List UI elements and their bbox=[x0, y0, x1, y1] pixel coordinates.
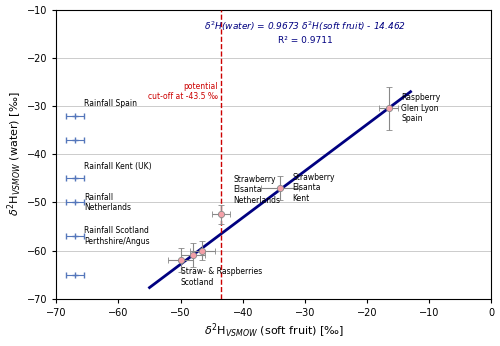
Text: Raspberry
Glen Lyon
Spain: Raspberry Glen Lyon Spain bbox=[402, 93, 440, 123]
Text: Strawberry
Elsanta
Netherlands: Strawberry Elsanta Netherlands bbox=[234, 175, 280, 205]
Text: Rainfall Scotland
Perthshire/Angus: Rainfall Scotland Perthshire/Angus bbox=[84, 227, 150, 246]
Text: Straw- & Raspberries
Scotland: Straw- & Raspberries Scotland bbox=[180, 267, 262, 287]
Text: Rainfall Spain: Rainfall Spain bbox=[84, 99, 137, 108]
Text: Strawberry
Elsanta
Kent: Strawberry Elsanta Kent bbox=[292, 173, 335, 203]
Text: $\delta^2$H(water) = 0.9673 $\delta^2$H(soft fruit) - 14.462: $\delta^2$H(water) = 0.9673 $\delta^2$H(… bbox=[204, 20, 406, 33]
Text: potential
cut-off at -43.5 ‰: potential cut-off at -43.5 ‰ bbox=[148, 82, 218, 101]
Text: R² = 0.9711: R² = 0.9711 bbox=[278, 36, 332, 45]
Text: Rainfall
Netherlands: Rainfall Netherlands bbox=[84, 193, 131, 212]
X-axis label: $\delta^2$H$_{VSMOW}$ (soft fruit) [‰]: $\delta^2$H$_{VSMOW}$ (soft fruit) [‰] bbox=[204, 322, 344, 340]
Text: Rainfall Kent (UK): Rainfall Kent (UK) bbox=[84, 162, 152, 171]
Y-axis label: $\delta^2$H$_{VSMOW}$ (water) [‰]: $\delta^2$H$_{VSMOW}$ (water) [‰] bbox=[6, 92, 24, 217]
